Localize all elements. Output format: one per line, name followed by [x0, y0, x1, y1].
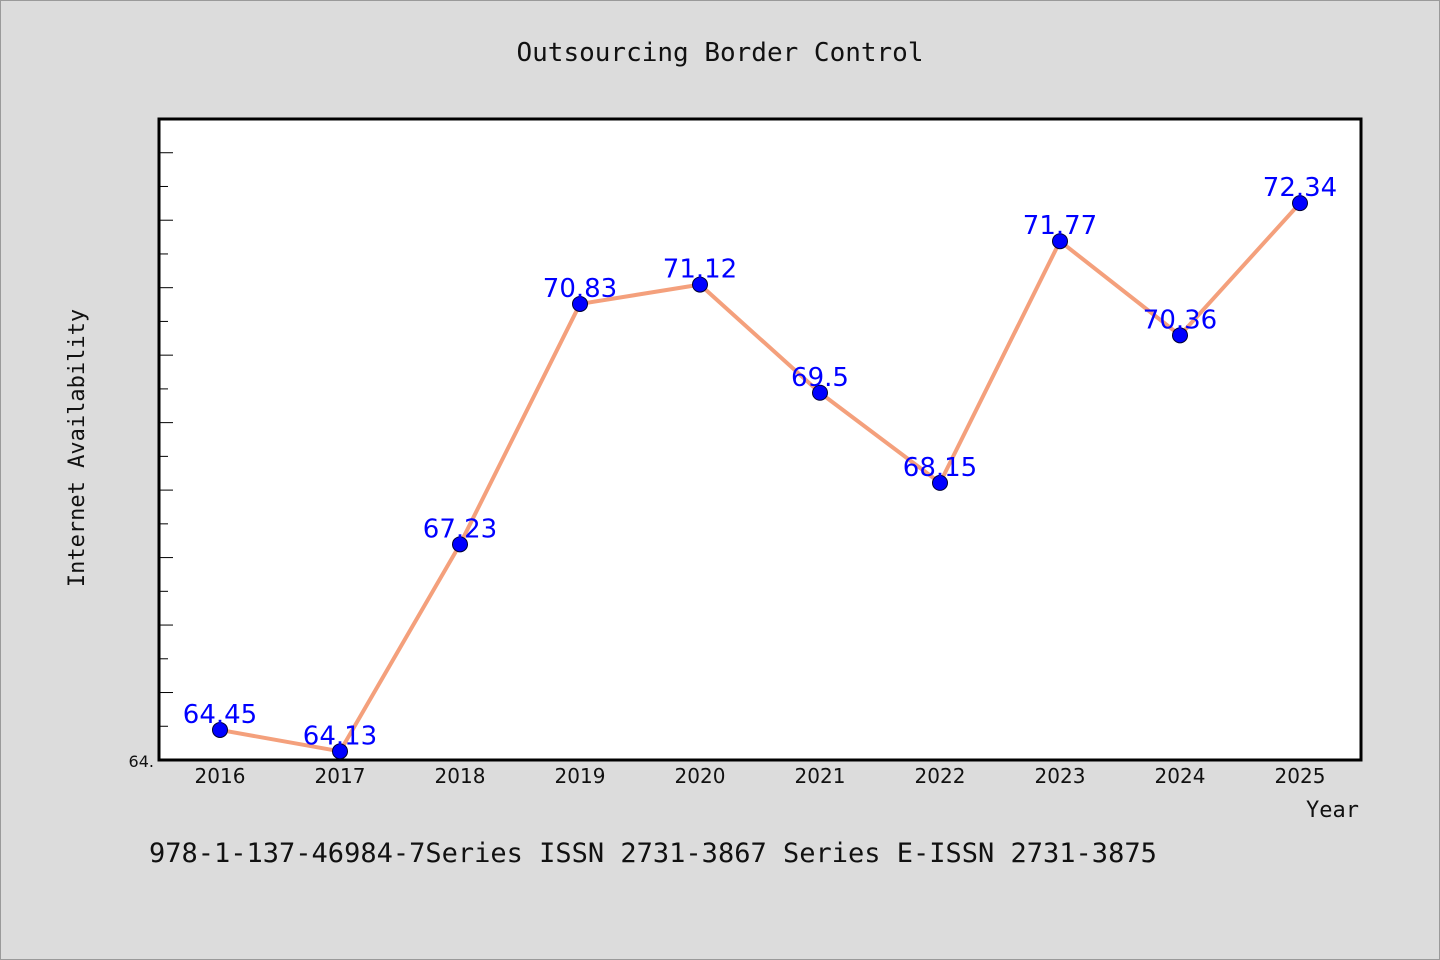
- x-tick-label: 2021: [795, 764, 846, 788]
- series-line-group: [219, 201, 1302, 754]
- x-tick-label: 2020: [675, 764, 726, 788]
- data-label: 64.45: [183, 700, 257, 730]
- plot-border: [157, 117, 1363, 762]
- footer-isbn-issn: 978-1-137-46984-7Series ISSN 2731-3867 S…: [149, 838, 1157, 869]
- data-label: 69.5: [791, 363, 849, 393]
- data-point: [1292, 195, 1308, 212]
- x-axis-label: Year: [1306, 798, 1359, 823]
- data-point: [692, 276, 708, 293]
- x-tick-label: 2024: [1155, 764, 1206, 788]
- x-tick-label: 2019: [555, 764, 606, 788]
- data-label: 64.13: [303, 721, 377, 751]
- data-point: [572, 295, 588, 312]
- data-label: 71.12: [663, 255, 737, 285]
- data-label: 70.83: [543, 274, 617, 304]
- x-tick-label: 2023: [1035, 764, 1086, 788]
- x-tick-label: 2018: [435, 764, 486, 788]
- data-point: [452, 536, 468, 553]
- data-point: [212, 721, 228, 738]
- x-tick-label: 2016: [195, 764, 246, 788]
- y-axis-label: Internet Availability: [65, 309, 90, 587]
- data-labels-group: 64.45 64.13 67.23 70.83 71.12 69.5 68.15 71.77 7…: [183, 173, 1337, 751]
- series-line: [219, 201, 1302, 754]
- data-label: 72.34: [1263, 173, 1337, 203]
- data-point: [932, 474, 948, 491]
- x-tick-label: 2017: [315, 764, 366, 788]
- markers-group: [212, 195, 1308, 760]
- x-tick-label: 2022: [915, 764, 966, 788]
- data-label: 68.15: [903, 453, 977, 483]
- data-point: [1052, 233, 1068, 250]
- y-min-tick-label: 64.: [129, 752, 154, 771]
- x-tick-label: 2025: [1275, 764, 1326, 788]
- x-tick-labels: 2016 2017 2018 2019 2020 2021 2022 2023 2024 2025: [195, 764, 1326, 788]
- chart-title: Outsourcing Border Control: [517, 38, 924, 68]
- data-point: [332, 743, 348, 760]
- data-label: 70.36: [1143, 305, 1217, 335]
- data-label: 67.23: [423, 514, 497, 544]
- plot-area: [159, 119, 1361, 760]
- data-point: [812, 384, 828, 401]
- data-point: [1172, 327, 1188, 344]
- data-label: 71.77: [1023, 211, 1097, 241]
